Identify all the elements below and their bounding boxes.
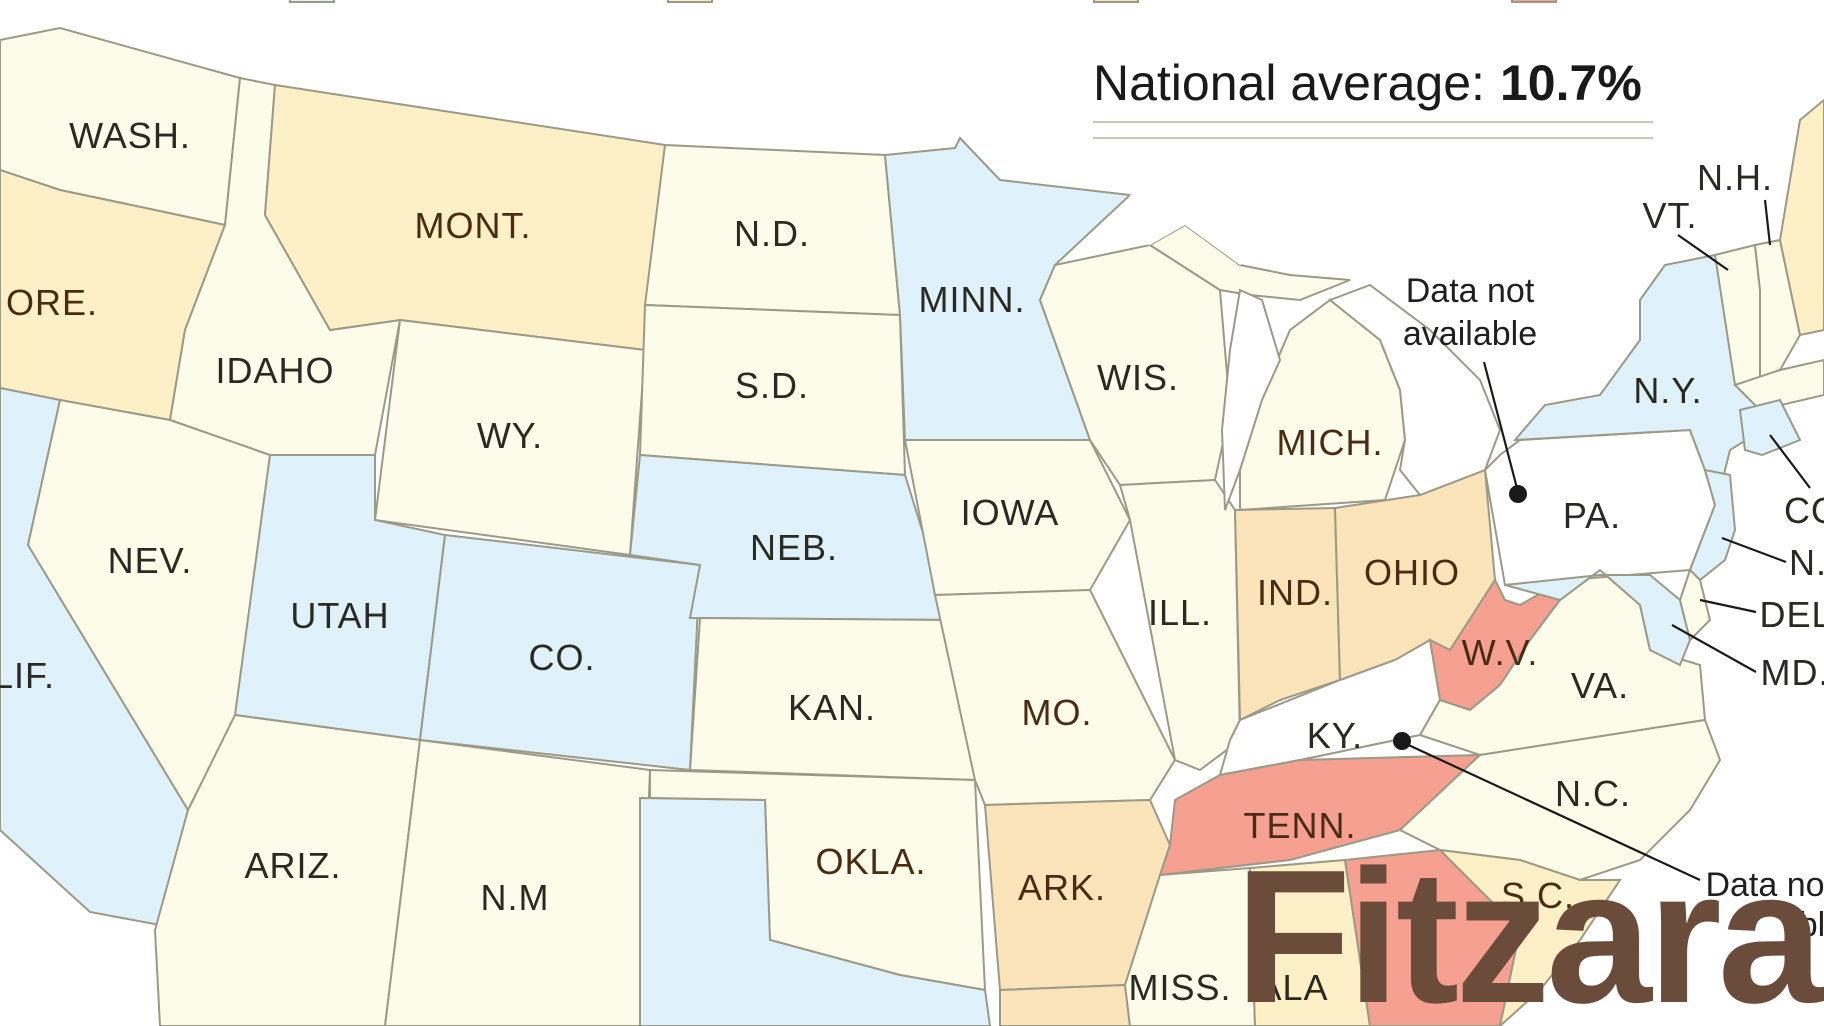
legend-swatch-mid	[667, 0, 713, 3]
label-nj: N.	[1789, 542, 1824, 583]
label-va: VA.	[1571, 665, 1629, 706]
state-maine[interactable]	[1778, 98, 1824, 337]
note-pa-leader	[1482, 361, 1520, 493]
label-ore: ORE.	[6, 282, 98, 323]
label-ark: ARK.	[1018, 867, 1106, 908]
label-ariz: ARIZ.	[244, 845, 341, 886]
state-ct[interactable]	[1738, 398, 1802, 457]
lake-superior	[1120, 170, 1300, 265]
state-la[interactable]	[999, 983, 1132, 1026]
note-pa-dot	[1509, 485, 1527, 503]
label-ky: KY.	[1307, 715, 1363, 756]
leader-del	[1699, 598, 1757, 614]
lake-huron-erie	[1328, 283, 1502, 497]
label-idaho: IDAHO	[215, 350, 334, 391]
note-ky-dot	[1393, 732, 1411, 750]
state-ala[interactable]	[1248, 858, 1372, 1026]
label-mich: MICH.	[1277, 422, 1384, 463]
label-kan: KAN.	[788, 687, 876, 728]
label-pa: PA.	[1563, 495, 1621, 536]
state-ill[interactable]	[1118, 478, 1242, 772]
leader-nh	[1763, 199, 1772, 246]
note-ky-line2: bl	[1799, 906, 1824, 944]
state-sc[interactable]	[1437, 848, 1622, 1026]
leader-vt	[1677, 234, 1729, 271]
leader-nj	[1721, 536, 1787, 564]
label-nev: NEV.	[108, 540, 193, 581]
label-wis: WIS.	[1097, 357, 1179, 398]
label-tenn: TENN.	[1244, 805, 1357, 846]
no-data-callout-ky: Data no bl	[1393, 732, 1824, 944]
label-co: CO.	[528, 637, 595, 678]
label-minn: MINN.	[919, 279, 1026, 320]
legend-swatches	[289, 0, 1557, 3]
leader-md	[1671, 624, 1757, 673]
state-nm[interactable]	[383, 738, 652, 1026]
label-nm: N.M	[481, 877, 550, 918]
label-nd: N.D.	[734, 213, 810, 254]
label-ala: ALA	[1257, 967, 1328, 1008]
legend-swatch-very-low	[289, 0, 335, 3]
leader-lines	[1671, 199, 1811, 673]
legend-swatch-very-high	[1511, 0, 1557, 3]
label-calif: LIF.	[0, 655, 55, 696]
state-iowa[interactable]	[903, 439, 1132, 597]
label-vt: VT.	[1642, 195, 1697, 236]
national-average-value: 10.7%	[1500, 55, 1642, 111]
label-md: MD.	[1761, 652, 1824, 693]
note-pa-line2: available	[1403, 315, 1537, 353]
fitzara-watermark: Fitzara	[1235, 831, 1824, 1026]
label-del: DEL	[1759, 594, 1824, 635]
note-ky-leader	[1401, 741, 1701, 881]
note-pa-line1: Data not	[1406, 272, 1535, 310]
label-ohio: OHIO	[1364, 552, 1460, 593]
national-average-label: National average:	[1093, 55, 1485, 111]
state-nj[interactable]	[1688, 468, 1737, 582]
state-shapes	[0, 26, 1824, 1026]
state-labels: WASH. ORE. LIF. IDAHO NEV. MONT. WY. UTA…	[0, 115, 1824, 1008]
label-nh: N.H.	[1697, 157, 1773, 198]
state-md[interactable]	[1504, 568, 1692, 667]
national-average-header: National average: 10.7%	[1093, 55, 1653, 139]
note-ky-line1: Data no	[1705, 866, 1824, 904]
label-ill: ILL.	[1148, 592, 1212, 633]
label-sd: S.D.	[735, 365, 809, 406]
label-mont: MONT.	[415, 205, 532, 246]
label-wy: WY.	[477, 415, 543, 456]
label-sc: S.C.	[1501, 875, 1575, 916]
label-ct: CO	[1784, 490, 1824, 531]
state-ind[interactable]	[1233, 506, 1342, 722]
lake-michigan	[1220, 288, 1282, 511]
label-mo: MO.	[1022, 692, 1093, 733]
great-lakes	[1120, 170, 1502, 511]
label-ny: N.Y.	[1633, 370, 1702, 411]
label-neb: NEB.	[750, 527, 838, 568]
label-okla: OKLA.	[815, 841, 926, 882]
label-wash: WASH.	[69, 115, 191, 156]
label-iowa: IOWA	[961, 492, 1060, 533]
label-wv: W.V.	[1462, 632, 1539, 673]
label-miss: MISS.	[1128, 967, 1231, 1008]
label-utah: UTAH	[290, 595, 389, 636]
no-data-callout-pa: Data not available	[1403, 272, 1537, 503]
state-texas[interactable]	[639, 796, 992, 1026]
leader-ct	[1769, 434, 1811, 489]
label-nc: N.C.	[1555, 773, 1631, 814]
legend-swatch-high	[1093, 0, 1139, 3]
label-ind: IND.	[1257, 572, 1333, 613]
state-neb[interactable]	[628, 453, 952, 622]
